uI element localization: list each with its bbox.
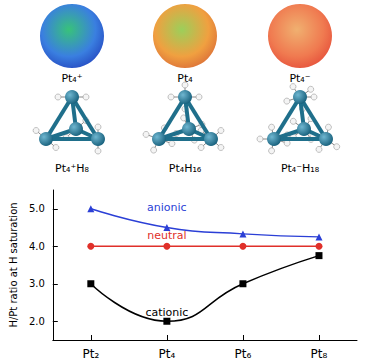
svg-text:cationic: cationic	[145, 306, 188, 319]
svg-text:H/Pt ratio at H saturation: H/Pt ratio at H saturation	[8, 202, 19, 327]
svg-text:Pt₄⁺H₈: Pt₄⁺H₈	[55, 162, 89, 175]
svg-text:5.0: 5.0	[29, 203, 45, 214]
svg-text:Pt₈: Pt₈	[311, 347, 328, 361]
svg-text:Pt₄: Pt₄	[177, 72, 193, 85]
svg-text:3.0: 3.0	[29, 278, 45, 289]
svg-text:Pt₄H₁₆: Pt₄H₁₆	[169, 162, 202, 175]
svg-text:Pt₂: Pt₂	[82, 347, 99, 361]
svg-text:2.0: 2.0	[29, 316, 45, 327]
svg-text:Pt₆: Pt₆	[235, 347, 252, 361]
svg-text:4.0: 4.0	[29, 241, 45, 252]
svg-text:Pt₄: Pt₄	[158, 347, 175, 361]
svg-text:Pt₄⁺: Pt₄⁺	[61, 72, 82, 85]
svg-text:Pt₄⁻H₁₈: Pt₄⁻H₁₈	[281, 162, 320, 175]
svg-text:neutral: neutral	[147, 229, 186, 242]
svg-text:Pt₄⁻: Pt₄⁻	[289, 72, 310, 85]
svg-text:anionic: anionic	[147, 201, 187, 214]
